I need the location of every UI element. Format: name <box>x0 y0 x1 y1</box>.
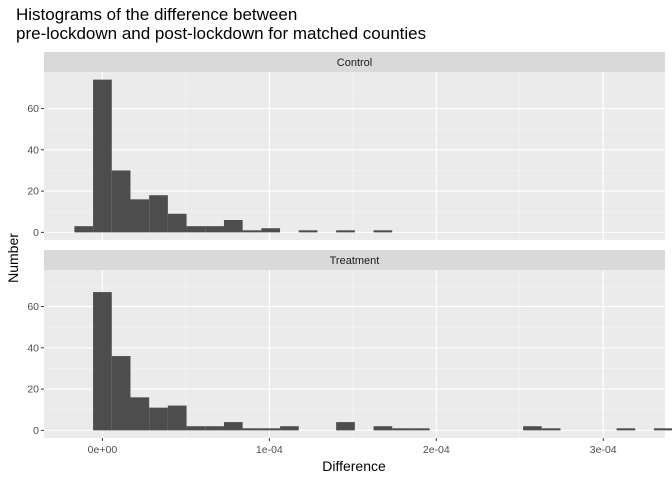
y-tick-label: 0 <box>33 425 39 437</box>
x-tick-label: 3e-04 <box>590 444 617 456</box>
histogram-bar <box>93 292 112 431</box>
facet-strip-label: Treatment <box>330 255 380 267</box>
facet-strip-label: Control <box>337 57 372 69</box>
histogram-bars <box>74 79 393 233</box>
histogram-bar <box>74 226 94 233</box>
histogram-bar <box>205 226 224 233</box>
histogram-bar <box>167 405 187 431</box>
x-axis-title: Difference <box>322 458 386 474</box>
histogram-bar <box>336 230 355 233</box>
histogram-bar <box>373 230 393 233</box>
histogram-bar <box>130 199 150 233</box>
histogram-bar <box>111 170 131 233</box>
histogram-bar <box>149 195 168 233</box>
histogram-bars <box>93 292 672 431</box>
chart-title-line-1: Histograms of the difference between <box>16 5 297 24</box>
histogram-bar <box>541 428 561 431</box>
y-axis-title: Number <box>5 233 21 283</box>
histogram-bar <box>223 219 243 233</box>
histogram-bar <box>205 426 224 431</box>
histogram-bar <box>261 428 281 431</box>
histogram-bar <box>336 422 355 431</box>
histogram-bar <box>223 422 243 431</box>
histogram-bar <box>111 356 131 431</box>
y-tick-label: 40 <box>27 144 39 156</box>
facet-panel-control: Control 0 20 40 60 <box>27 52 665 240</box>
histogram-bar <box>242 428 262 431</box>
histogram-bar <box>93 79 112 233</box>
y-tick-label: 60 <box>27 301 39 313</box>
x-axis: 0e+00 1e-04 2e-04 3e-04 <box>88 438 617 456</box>
histogram-bar <box>242 230 262 233</box>
histogram-bar <box>186 426 206 431</box>
histogram-bar <box>261 228 281 233</box>
histogram-bar <box>186 226 206 233</box>
histogram-bar <box>280 426 299 431</box>
x-tick-label: 2e-04 <box>423 444 450 456</box>
histogram-bar <box>523 426 542 431</box>
histogram-bar <box>373 426 393 431</box>
histogram-bar <box>167 213 187 233</box>
histogram-bar <box>616 428 636 431</box>
facet-strip <box>44 52 665 72</box>
y-tick-label: 20 <box>27 384 39 396</box>
y-tick-label: 20 <box>27 186 39 198</box>
x-tick-label: 1e-04 <box>256 444 283 456</box>
facet-panel-treatment: Treatment 0 20 40 60 <box>27 250 672 438</box>
x-tick-label: 0e+00 <box>88 444 118 456</box>
histogram-bar <box>410 428 430 431</box>
y-tick-label: 0 <box>33 227 39 239</box>
chart-title-line-2: pre-lockdown and post-lockdown for match… <box>16 24 426 43</box>
histogram-bar <box>149 407 168 431</box>
y-tick-label: 40 <box>27 342 39 354</box>
y-tick-label: 60 <box>27 103 39 115</box>
histogram-bar <box>130 397 150 431</box>
histogram-bar <box>392 428 411 431</box>
histogram-bar <box>298 230 318 233</box>
facet-strip <box>44 250 665 270</box>
histogram-bar <box>653 428 672 431</box>
facet-panels: Control 0 20 40 60 Treatment 0 20 40 60 <box>27 52 672 438</box>
